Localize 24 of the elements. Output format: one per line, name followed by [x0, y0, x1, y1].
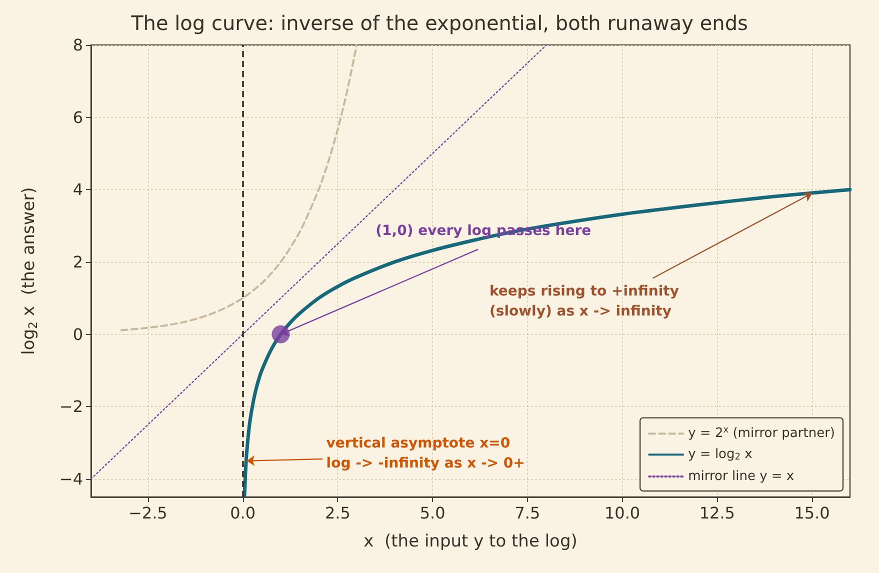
x-tick-label: 5.0: [420, 504, 446, 522]
x-tick-label: 2.5: [324, 504, 350, 522]
line-series: [242, 188, 852, 498]
y-tick-label: 4: [72, 180, 83, 200]
x-tick-label: 12.5: [699, 504, 735, 522]
annotation: keeps rising to +infinity (slowly) as x -> infinity: [489, 284, 679, 320]
y-tick-label: 8: [72, 36, 83, 54]
y-axis-title: log2 x (the answer): [19, 187, 40, 355]
line-series: [120, 44, 358, 332]
annotation: vertical asymptote x=0 log -> -infinity as x -> 0+: [326, 436, 525, 472]
x-tick-label: 15.0: [794, 504, 830, 522]
chart-title: The log curve: inverse of the exponential, both runaway ends: [130, 11, 748, 35]
y-tick-label: 0: [72, 324, 83, 344]
x-tick-label: 0.0: [230, 504, 256, 522]
x-tick-label: 7.5: [514, 504, 540, 522]
y-tick-label: −2: [59, 397, 83, 416]
legend-label: y = log2 x: [688, 447, 753, 462]
x-tick-label: 10.0: [604, 504, 640, 522]
legend-label: mirror line y = x: [688, 469, 794, 484]
y-tick-label: −4: [59, 469, 83, 488]
y-tick-label: 2: [72, 252, 83, 272]
x-tick-label: −2.5: [128, 504, 168, 522]
y-tick-label: 6: [72, 108, 83, 127]
x-axis-title: x (the input y to the log): [364, 532, 578, 552]
